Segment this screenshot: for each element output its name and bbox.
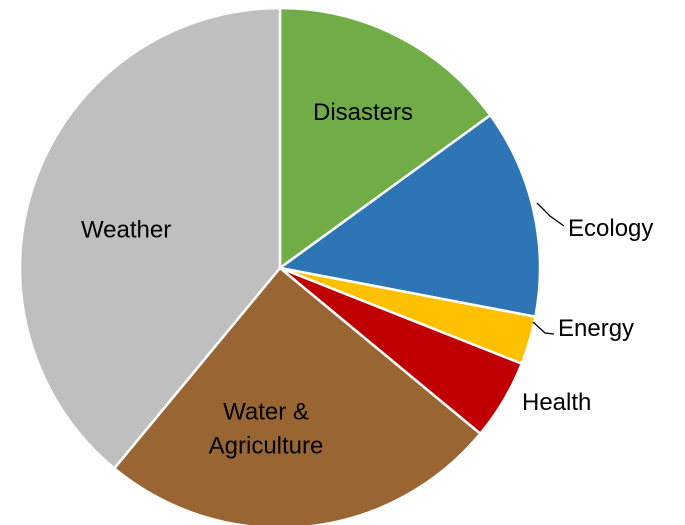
leader-line-ecology bbox=[536, 202, 565, 227]
slice-label-weather: Weather bbox=[81, 217, 171, 244]
slice-label-health: Health bbox=[522, 389, 591, 416]
pie-slices bbox=[18, 6, 542, 525]
slice-label-water-and-agriculture: Water & Agriculture bbox=[209, 399, 324, 460]
pie-slice-water-and-agriculture bbox=[113, 266, 482, 525]
leader-lines bbox=[532, 202, 565, 335]
pie-slice-weather bbox=[18, 6, 282, 470]
pie-slice-ecology bbox=[278, 113, 542, 318]
slice-label-ecology: Ecology bbox=[568, 215, 653, 242]
leader-line-energy bbox=[532, 321, 555, 335]
slice-labels: Disasters Ecology Energy Health Water & Agric… bbox=[81, 99, 653, 460]
pie-slice-disasters bbox=[278, 6, 492, 270]
slice-label-disasters: Disasters bbox=[313, 99, 413, 126]
slice-label-energy: Energy bbox=[558, 315, 634, 342]
